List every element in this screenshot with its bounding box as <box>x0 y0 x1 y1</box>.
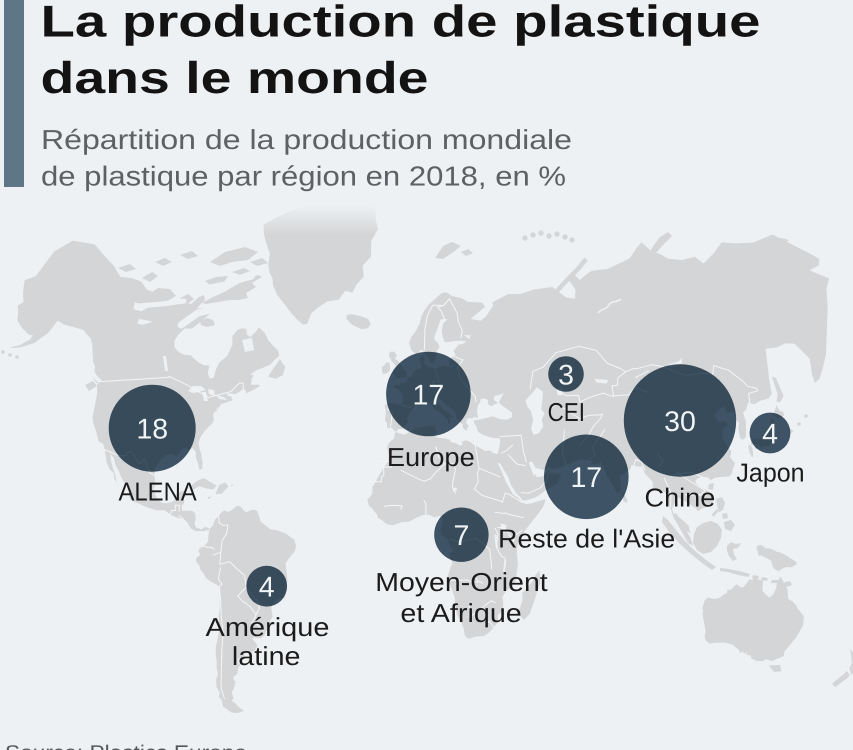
svg-text:4: 4 <box>259 572 275 604</box>
svg-text:18: 18 <box>136 414 168 446</box>
svg-text:3: 3 <box>558 359 574 391</box>
svg-text:latine: latine <box>232 641 301 671</box>
svg-text:Reste de l'Asie: Reste de l'Asie <box>498 524 675 554</box>
svg-text:Chine: Chine <box>645 483 716 513</box>
svg-text:30: 30 <box>664 406 696 438</box>
svg-text:7: 7 <box>453 520 469 552</box>
svg-text:Amérique: Amérique <box>206 612 330 642</box>
svg-text:de plastique par région en 201: de plastique par région en 2018, en % <box>41 161 566 192</box>
svg-text:17: 17 <box>413 379 445 411</box>
svg-text:Répartition de la production m: Répartition de la production mondiale <box>41 124 572 155</box>
svg-text:ALENA: ALENA <box>118 476 197 506</box>
svg-text:Japon: Japon <box>736 458 804 488</box>
svg-text:dans le monde: dans le monde <box>41 54 429 103</box>
svg-text:et Afrique: et Afrique <box>400 598 521 628</box>
svg-text:La production de plastique: La production de plastique <box>41 0 761 47</box>
svg-text:17: 17 <box>570 462 602 494</box>
svg-text:4: 4 <box>762 418 778 450</box>
svg-text:CEI: CEI <box>548 397 585 427</box>
svg-text:Europe: Europe <box>387 442 475 472</box>
svg-text:Moyen-Orient: Moyen-Orient <box>375 567 548 597</box>
svg-text:Source: Plastics Europe: Source: Plastics Europe <box>5 742 247 750</box>
